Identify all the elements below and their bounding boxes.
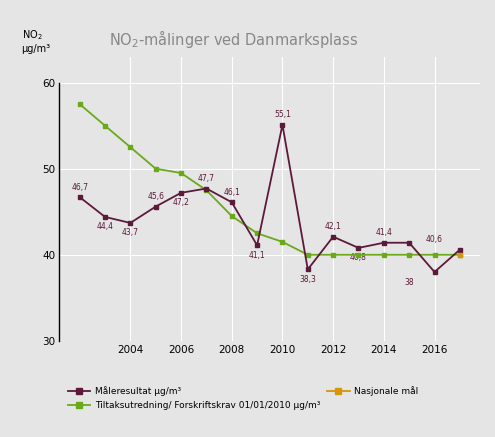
- Legend: Måleresultat μg/m³, Tiltaksutredning/ Forskriftskrav 01/01/2010 μg/m³, Nasjonale: Måleresultat μg/m³, Tiltaksutredning/ Fo…: [64, 382, 422, 414]
- Text: 44,4: 44,4: [97, 222, 113, 232]
- Text: 55,1: 55,1: [274, 110, 291, 119]
- Text: 40,6: 40,6: [426, 235, 443, 244]
- Text: NO$_2$
μg/m³: NO$_2$ μg/m³: [22, 28, 50, 54]
- Text: 41,4: 41,4: [375, 228, 392, 237]
- Text: 42,1: 42,1: [325, 222, 342, 231]
- Text: 38,3: 38,3: [299, 275, 316, 284]
- Text: 38: 38: [404, 277, 414, 287]
- Text: NO$_2$-målinger ved Danmarksplass: NO$_2$-målinger ved Danmarksplass: [109, 28, 358, 50]
- Text: 47,2: 47,2: [173, 198, 190, 208]
- Text: 45,6: 45,6: [147, 192, 164, 201]
- Text: 40,8: 40,8: [350, 253, 367, 263]
- Text: 41,1: 41,1: [248, 251, 265, 260]
- Text: 47,7: 47,7: [198, 174, 215, 183]
- Text: 43,7: 43,7: [122, 229, 139, 237]
- Text: 46,7: 46,7: [71, 183, 88, 191]
- Text: 46,1: 46,1: [223, 188, 240, 197]
